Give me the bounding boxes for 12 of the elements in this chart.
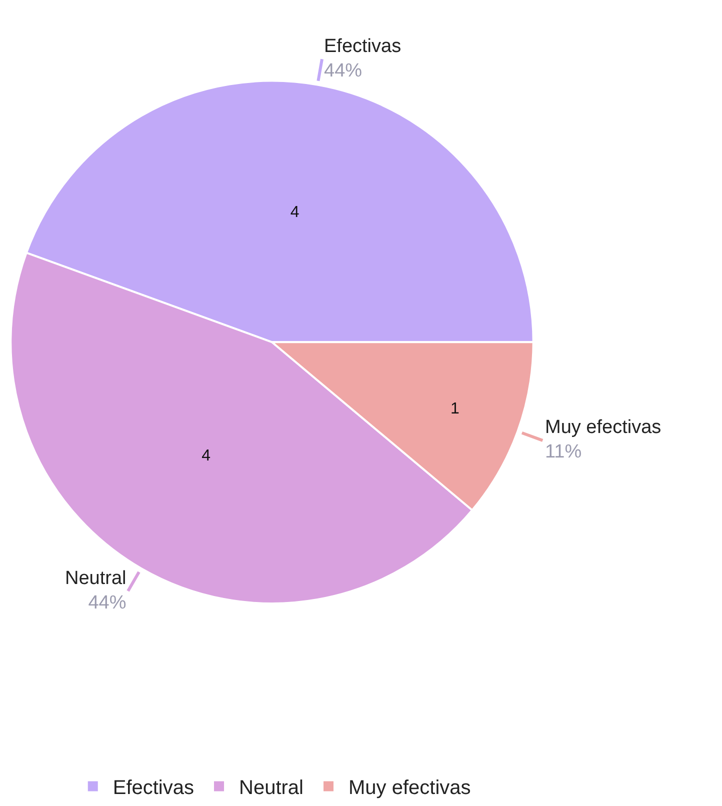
data-label: 4 [290, 204, 300, 221]
slice-label: Efectivas [324, 36, 402, 57]
legend-label: Muy efectivas [348, 777, 471, 800]
text: 11% [545, 442, 582, 463]
legend-label: Efectivas [112, 777, 194, 800]
text: 44% [88, 592, 126, 614]
data-label: 4 [202, 448, 211, 465]
legend-label: Neutral [239, 777, 304, 800]
slice-label: Muy efectivas [545, 417, 662, 438]
data-label: 1 [450, 400, 460, 418]
text: 44% [324, 60, 362, 82]
slice-label: Neutral [65, 568, 126, 589]
